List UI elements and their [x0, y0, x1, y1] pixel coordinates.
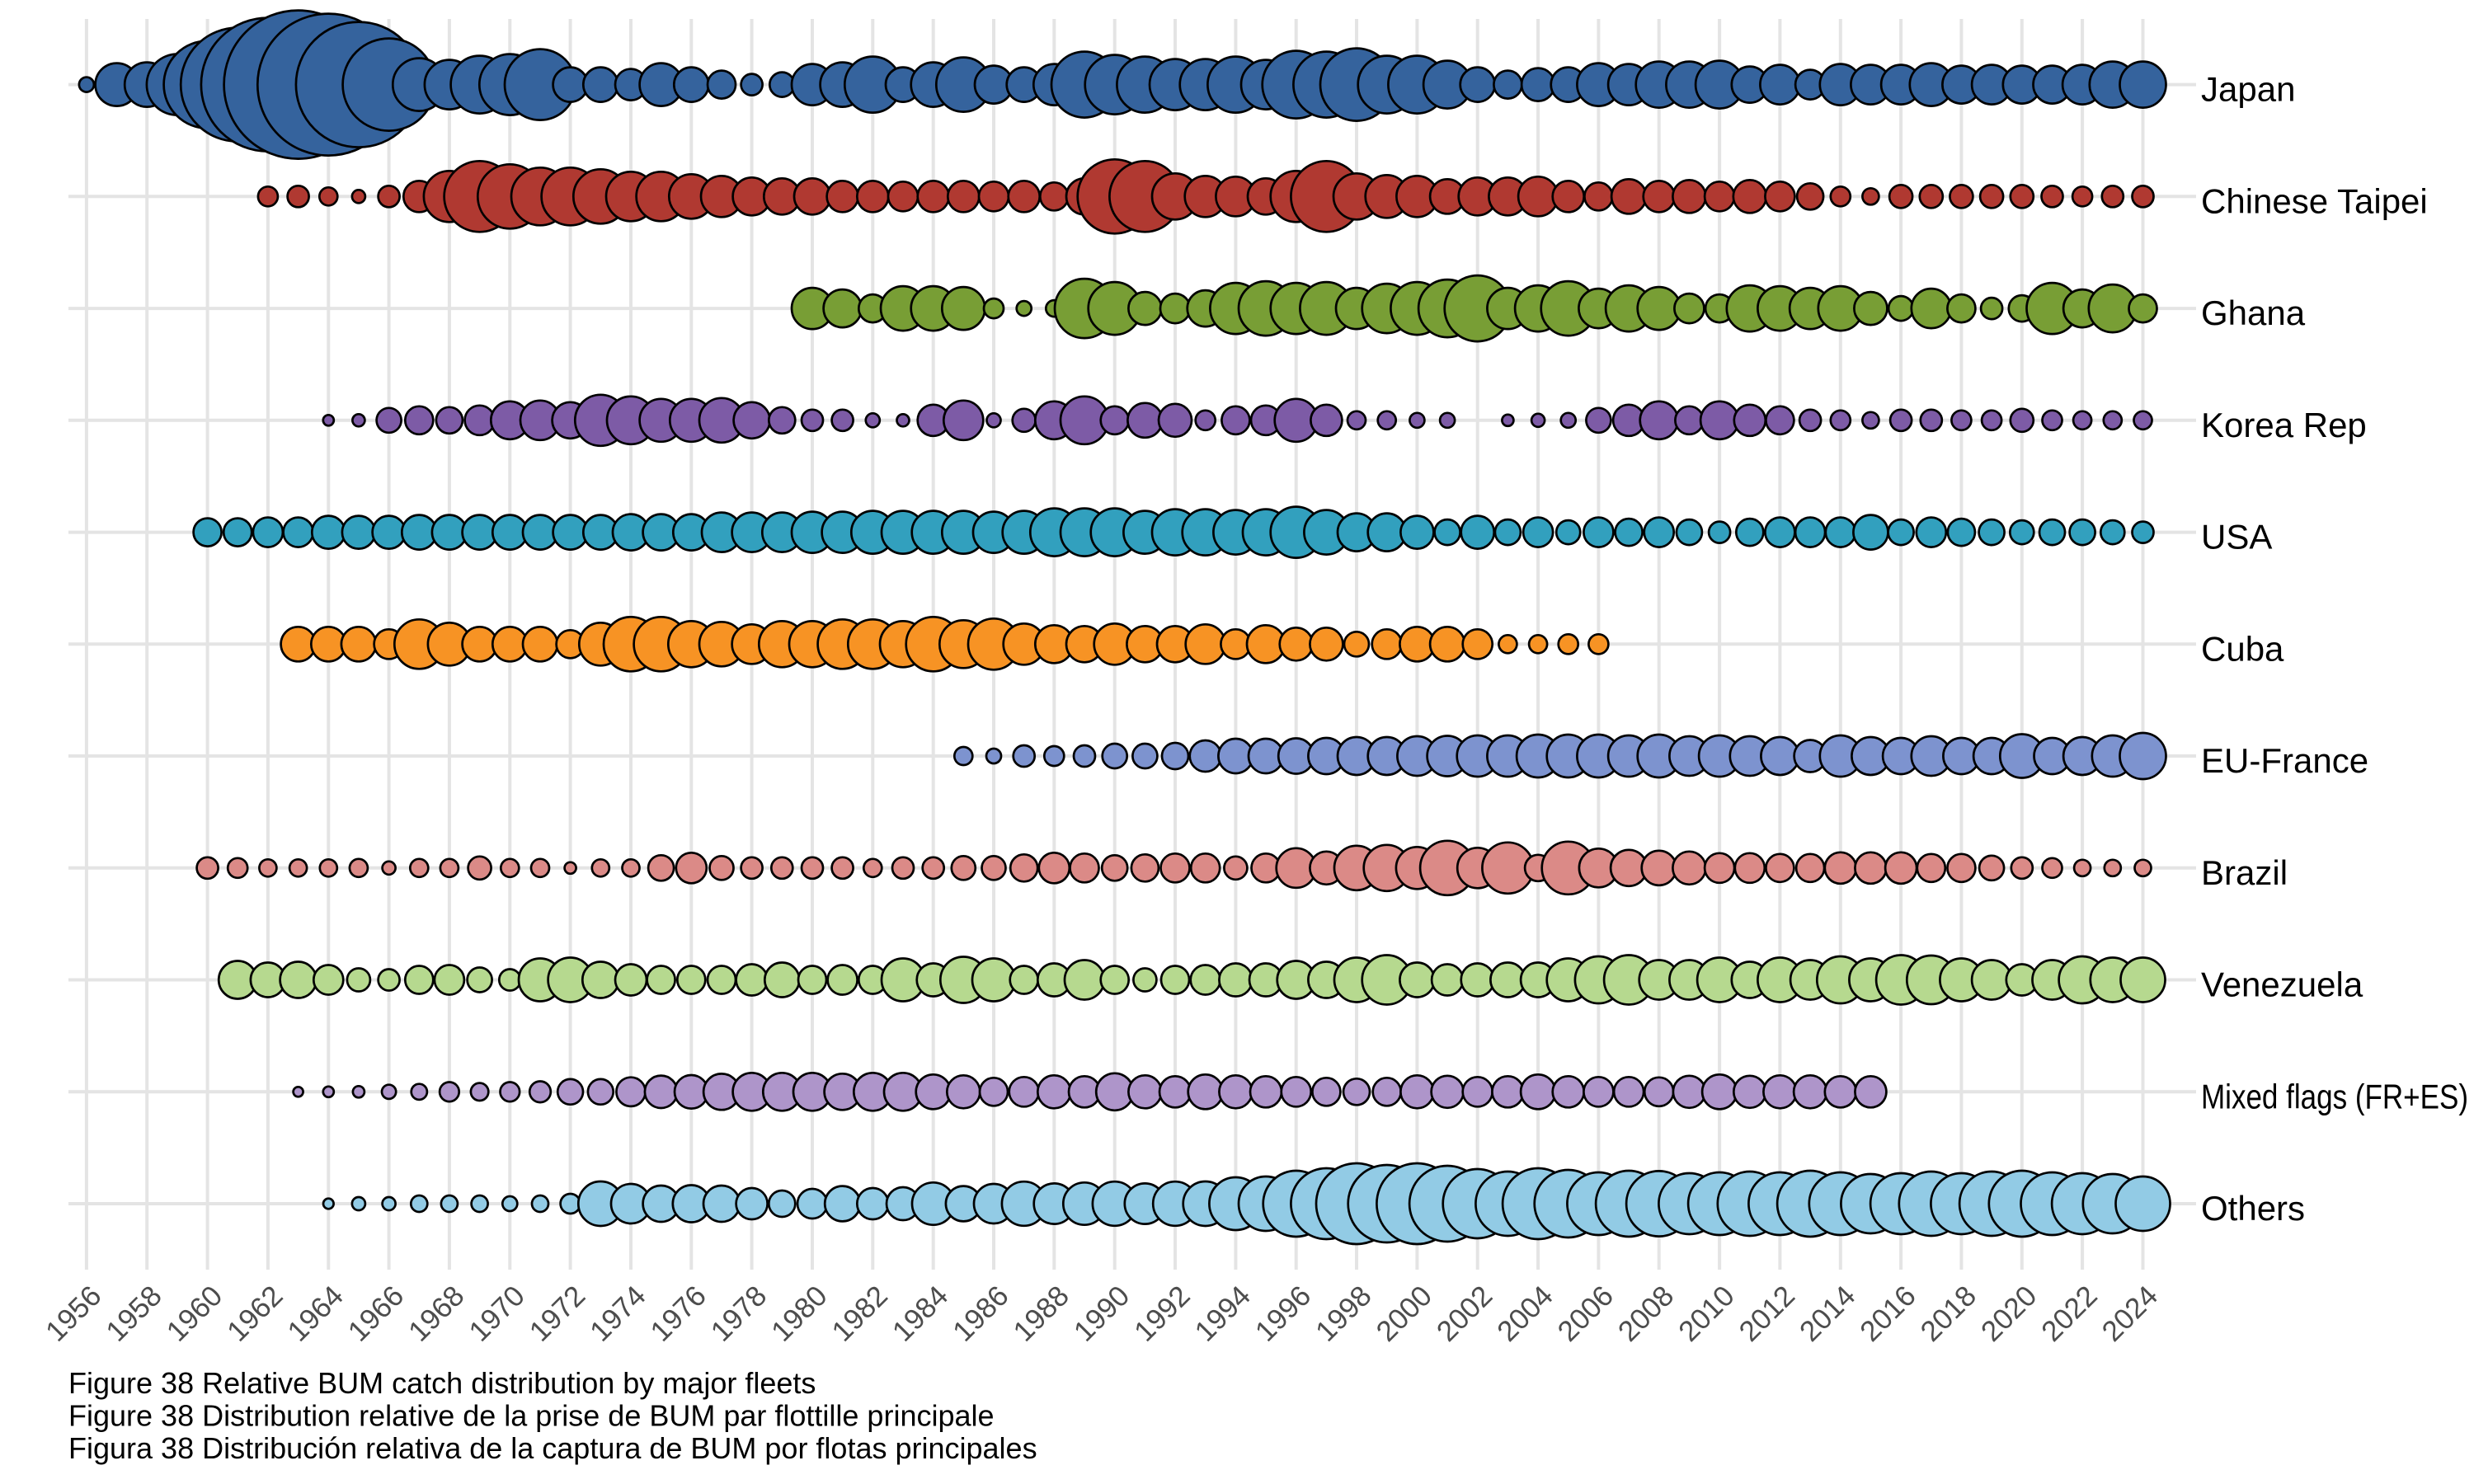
svg-text:Mixed flags (FR+ES): Mixed flags (FR+ES): [2201, 1077, 2468, 1115]
svg-text:USA: USA: [2201, 518, 2272, 556]
svg-text:Figura 38 Distribución relativ: Figura 38 Distribución relativa de la ca…: [68, 1431, 1037, 1465]
svg-text:Cuba: Cuba: [2201, 629, 2284, 668]
svg-text:Others: Others: [2201, 1189, 2305, 1228]
svg-text:Chinese Taipei: Chinese Taipei: [2201, 181, 2428, 220]
svg-text:EU-France: EU-France: [2201, 741, 2368, 780]
svg-text:Korea Rep: Korea Rep: [2201, 406, 2367, 444]
svg-text:Figure 38 Relative BUM catch d: Figure 38 Relative BUM catch distributio…: [68, 1366, 816, 1400]
svg-text:Venezuela: Venezuela: [2201, 965, 2363, 1004]
svg-text:Brazil: Brazil: [2201, 853, 2288, 892]
svg-text:Ghana: Ghana: [2201, 294, 2306, 332]
svg-text:Japan: Japan: [2201, 70, 2295, 109]
svg-text:Figure 38 Distribution relativ: Figure 38 Distribution relative de la pr…: [68, 1399, 995, 1433]
